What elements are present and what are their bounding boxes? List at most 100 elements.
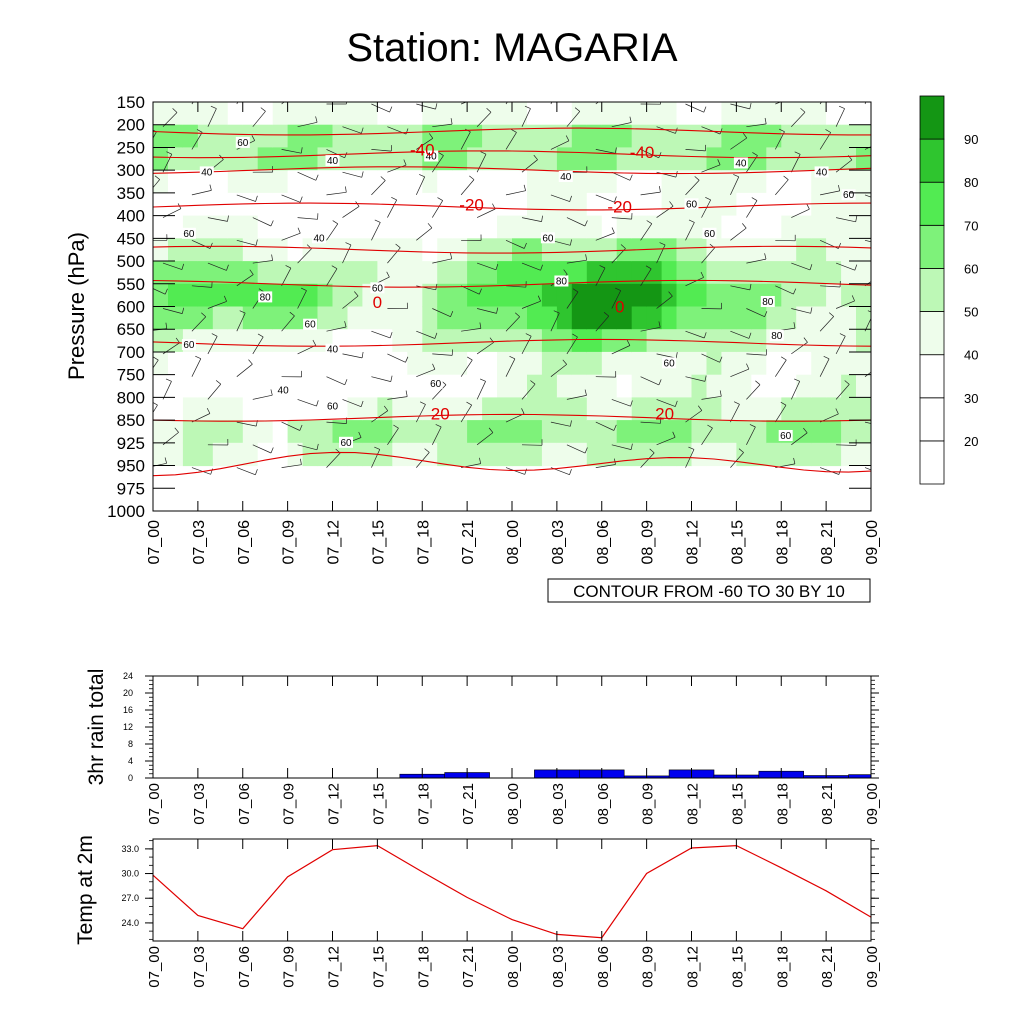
wind-barb-flag (285, 265, 292, 269)
wind-barb (730, 137, 747, 150)
humidity-cell (661, 306, 678, 330)
humidity-cell (153, 283, 169, 308)
wind-barb-flag (524, 468, 528, 475)
humidity-contour-label: 60 (183, 229, 195, 240)
wind-barb (371, 180, 386, 196)
wind-barb-flag (240, 84, 246, 87)
humidity-cell (168, 147, 184, 171)
wind-barb-flag (828, 312, 834, 317)
wind-barb (162, 262, 183, 270)
humidity-cell (317, 283, 334, 308)
humidity-cell (721, 397, 737, 421)
humidity-cell (631, 329, 648, 353)
humidity-cell (452, 442, 468, 467)
humidity-cell (541, 261, 558, 285)
humidity-cell (512, 306, 528, 330)
humidity-cell (736, 238, 752, 262)
wind-barb-flag (383, 405, 389, 411)
humidity-cell (362, 442, 378, 467)
time-tick-label: 08_00 (505, 946, 522, 988)
wind-barb-flag (838, 242, 842, 249)
wind-barb (326, 376, 345, 386)
humidity-cell (182, 306, 199, 330)
humidity-cell (317, 306, 334, 330)
humidity-cell (317, 124, 334, 148)
time-tick-label: 08_15 (729, 520, 746, 565)
humidity-cell (616, 351, 633, 376)
humidity-cell (541, 420, 558, 444)
humidity-contour-label: 60 (327, 402, 339, 413)
wind-barb (746, 353, 767, 356)
humidity-cell (302, 442, 319, 467)
humidity-cell (512, 261, 528, 285)
humidity-cell (153, 442, 169, 467)
wind-barb (656, 244, 666, 264)
humidity-cell (721, 306, 737, 330)
humidity-cell (601, 306, 618, 330)
rain-bar (848, 774, 872, 779)
humidity-cell (362, 192, 378, 217)
wind-barb (730, 103, 750, 110)
humidity-cell (556, 192, 573, 217)
humidity-cell (452, 170, 468, 194)
wind-barb (746, 426, 756, 445)
humidity-contour-label: 60 (305, 320, 317, 331)
humidity-cell (556, 215, 573, 239)
wind-barb-flag (803, 337, 808, 343)
wind-barb (162, 308, 183, 314)
pressure-tick-label: 150 (117, 93, 145, 112)
wind-barb-flag (488, 427, 494, 433)
humidity-cell (571, 397, 588, 421)
time-tick-label: 07_03 (191, 520, 208, 565)
humidity-cell (736, 192, 752, 217)
wind-barb (191, 467, 211, 475)
wind-barb (730, 368, 750, 378)
wind-barb (566, 217, 586, 227)
humidity-cell (197, 102, 214, 126)
humidity-cell (332, 261, 349, 285)
contour-label-bg (554, 275, 569, 287)
humidity-cell (706, 420, 723, 444)
wind-barb (281, 232, 301, 241)
wind-barb (881, 337, 892, 354)
wind-barb (207, 108, 217, 127)
wind-barb (415, 404, 426, 423)
wind-barb (476, 432, 494, 446)
humidity-cell (452, 215, 468, 239)
humidity-cell (272, 420, 289, 444)
humidity-cell (527, 420, 543, 444)
humidity-cell (272, 124, 289, 148)
wind-barb-flag (533, 154, 538, 160)
wind-barb (281, 421, 300, 431)
wind-barb-flag (541, 215, 543, 222)
wind-barb-flag (223, 295, 227, 302)
wind-barb-flag (248, 359, 253, 365)
humidity-cell (197, 124, 214, 148)
humidity-cell (751, 170, 767, 194)
humidity-cell (257, 397, 274, 421)
wind-barb (775, 179, 789, 196)
wind-barb-flag (884, 239, 885, 245)
wind-barb-flag (226, 264, 229, 271)
humidity-cell (781, 351, 797, 376)
humidity-cell (242, 102, 259, 126)
wind-barb (701, 427, 713, 445)
humidity-cell (227, 420, 244, 444)
humidity-cell (751, 215, 767, 239)
humidity-cell (796, 283, 812, 308)
colorbar-swatch (919, 397, 945, 442)
humidity-cell (586, 283, 603, 308)
rain-y-tick-label: 24 (123, 671, 133, 681)
wind-barb (432, 123, 453, 128)
wind-barb-flag (794, 151, 801, 155)
time-tick-label: 08_06 (595, 946, 612, 988)
humidity-cell (691, 147, 708, 171)
wind-barb (550, 312, 560, 332)
humidity-cell (362, 102, 378, 126)
wind-barb-flag (270, 447, 274, 454)
wind-barb (326, 223, 339, 241)
humidity-cell (302, 329, 319, 353)
humidity-cell (287, 124, 304, 148)
rain-bar-layer (399, 769, 872, 779)
